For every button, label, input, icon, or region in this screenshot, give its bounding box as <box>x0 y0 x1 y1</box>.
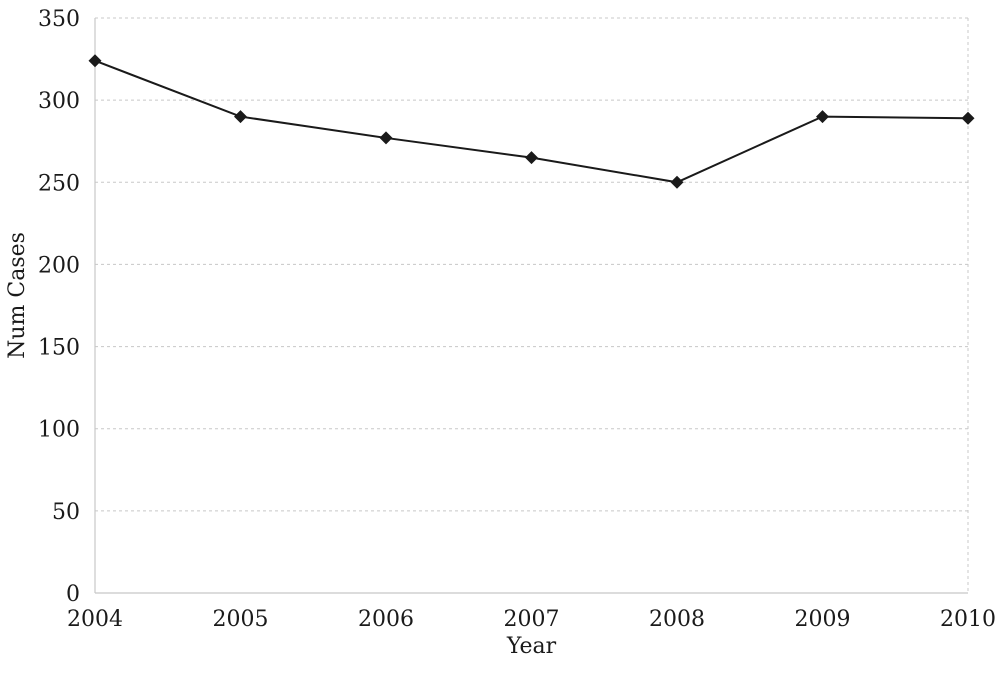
data-point-marker <box>234 110 247 124</box>
x-tick-label: 2009 <box>795 607 851 632</box>
tick-labels: 0 50 100 150 200 250 300 350 2004 2005 2006 2007 200… <box>38 7 996 632</box>
y-tick-label: 50 <box>52 500 80 525</box>
x-tick-label: 2008 <box>649 607 705 632</box>
y-tick-label: 150 <box>38 336 80 361</box>
x-tick-label: 2005 <box>213 607 269 632</box>
y-axis-title: Num Cases <box>5 232 30 359</box>
y-tick-label: 300 <box>38 89 80 114</box>
data-point-marker <box>816 110 829 124</box>
y-tick-label: 200 <box>38 253 80 278</box>
data-point-marker <box>379 131 393 145</box>
data-point-marker <box>525 151 538 165</box>
x-tick-label: 2010 <box>940 607 996 632</box>
x-tick-label: 2006 <box>358 607 414 632</box>
x-tick-label: 2007 <box>504 607 560 632</box>
gridlines <box>95 17 969 593</box>
y-tick-label: 350 <box>38 7 80 32</box>
x-tick-label: 2004 <box>67 607 123 632</box>
x-axis-title: Year <box>506 634 557 659</box>
y-tick-label: 250 <box>38 171 80 196</box>
y-tick-label: 100 <box>38 418 80 443</box>
series <box>88 54 975 189</box>
data-point-marker <box>670 175 684 189</box>
y-tick-label: 0 <box>66 582 80 607</box>
axes <box>94 18 968 594</box>
data-point-marker <box>961 111 975 125</box>
data-point-marker <box>88 54 102 68</box>
